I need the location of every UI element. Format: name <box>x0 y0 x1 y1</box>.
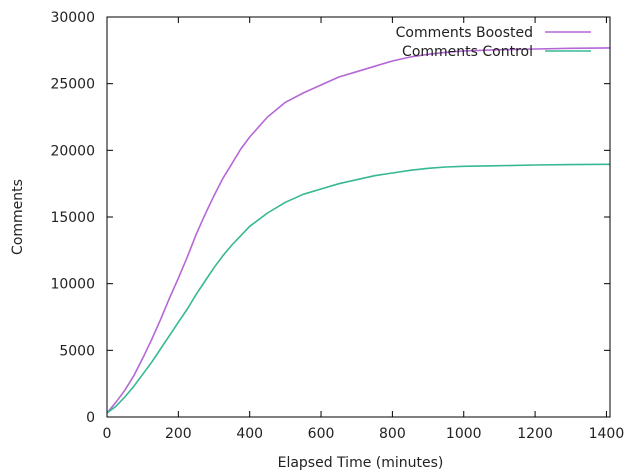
y-axis-title: Comments <box>10 179 26 255</box>
legend-label: Comments Boosted <box>396 25 533 41</box>
x-tick-label: 1000 <box>446 426 482 442</box>
x-tick-label: 1400 <box>589 426 625 442</box>
x-tick-label: 800 <box>379 426 406 442</box>
x-tick-label: 0 <box>103 426 112 442</box>
y-tick-label: 15000 <box>50 210 95 226</box>
x-axis-title: Elapsed Time (minutes) <box>278 455 444 471</box>
y-axis-ticks: 0 5000 10000 15000 20000 25000 30000 <box>50 10 610 426</box>
series-line-comments-boosted <box>106 47 611 414</box>
x-tick-label: 600 <box>308 426 335 442</box>
plot-frame <box>106 16 611 418</box>
legend: Comments Boosted Comments Control <box>396 25 591 60</box>
x-axis-ticks: 0 200 400 600 800 1000 1200 1400 <box>103 17 625 442</box>
y-tick-label: 25000 <box>50 77 95 93</box>
legend-label: Comments Control <box>402 44 533 60</box>
series-line-comments-control <box>106 163 611 414</box>
y-tick-label: 20000 <box>50 143 95 159</box>
y-tick-label: 30000 <box>50 10 95 26</box>
series-lines <box>106 47 611 414</box>
y-tick-label: 0 <box>86 410 95 426</box>
x-tick-label: 200 <box>165 426 192 442</box>
x-tick-label: 1200 <box>517 426 553 442</box>
y-tick-label: 5000 <box>59 343 95 359</box>
x-tick-label: 400 <box>236 426 263 442</box>
y-tick-label: 10000 <box>50 277 95 293</box>
